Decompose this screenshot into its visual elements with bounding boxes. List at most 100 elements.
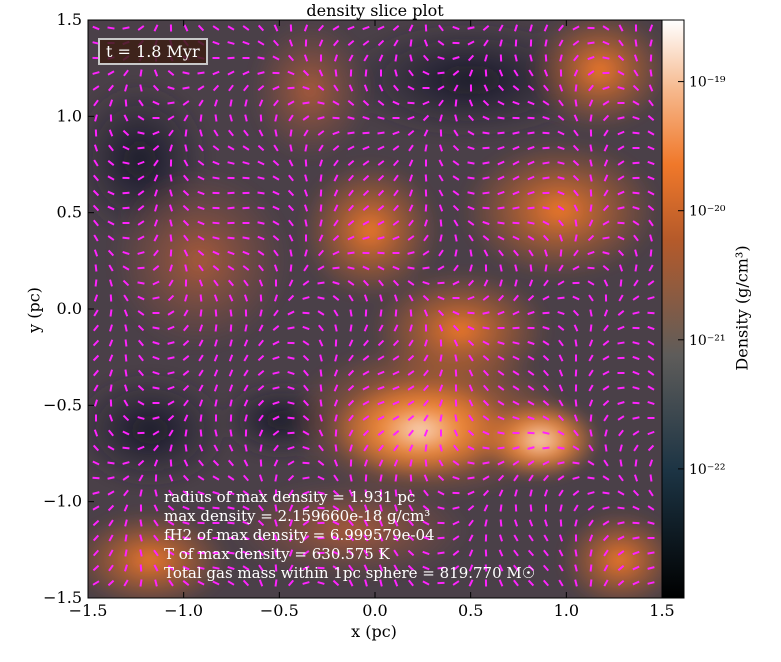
velocity-arrow <box>302 354 310 362</box>
velocity-arrow <box>122 26 130 30</box>
velocity-arrow <box>107 445 115 451</box>
velocity-arrow <box>647 430 655 436</box>
velocity-arrow <box>542 326 550 330</box>
velocity-arrow <box>392 415 400 421</box>
velocity-arrow <box>542 460 550 466</box>
velocity-arrow <box>199 414 203 422</box>
velocity-arrow <box>304 159 308 167</box>
velocity-arrow <box>124 339 128 347</box>
velocity-arrow <box>317 249 325 257</box>
velocity-arrow <box>527 549 535 557</box>
velocity-arrow <box>557 205 565 211</box>
annotation-temperature: T of max density = 630.575 K <box>164 545 390 563</box>
velocity-arrow <box>212 221 220 225</box>
velocity-arrow <box>633 69 639 77</box>
velocity-arrow <box>287 356 295 360</box>
velocity-arrow <box>407 354 415 362</box>
velocity-arrow <box>439 414 443 422</box>
velocity-arrow <box>303 384 309 392</box>
velocity-arrow <box>572 295 580 301</box>
velocity-arrow <box>632 191 640 195</box>
velocity-arrow <box>617 506 625 510</box>
velocity-arrow <box>122 430 130 436</box>
velocity-arrow <box>377 355 385 361</box>
velocity-arrow <box>244 414 248 422</box>
velocity-arrow <box>197 475 205 481</box>
velocity-arrow <box>602 534 610 542</box>
velocity-arrow <box>183 24 189 32</box>
velocity-arrow <box>632 505 640 511</box>
velocity-arrow <box>242 250 250 256</box>
velocity-arrow <box>632 430 640 436</box>
velocity-arrow <box>633 444 639 452</box>
velocity-arrow <box>347 251 355 255</box>
velocity-arrow <box>467 490 475 496</box>
velocity-arrow <box>632 550 640 556</box>
velocity-arrow <box>303 204 309 212</box>
velocity-arrow <box>198 99 204 107</box>
velocity-arrow <box>467 476 475 480</box>
velocity-arrow <box>137 445 145 451</box>
velocity-arrow <box>333 474 339 482</box>
velocity-arrow <box>349 444 353 452</box>
velocity-arrow <box>574 399 578 407</box>
velocity-arrow <box>198 459 204 467</box>
velocity-arrow <box>542 131 550 135</box>
velocity-arrow <box>197 249 205 257</box>
velocity-arrow <box>169 189 173 197</box>
velocity-arrow <box>154 204 158 212</box>
velocity-arrow <box>438 369 444 377</box>
velocity-arrow <box>288 234 294 242</box>
velocity-arrow <box>137 459 145 467</box>
velocity-arrow <box>437 85 445 91</box>
y-tick-label: −0.5 <box>43 395 82 414</box>
velocity-arrow <box>542 446 550 450</box>
velocity-arrow <box>482 461 490 465</box>
velocity-arrow <box>167 294 175 302</box>
velocity-arrow <box>574 219 578 227</box>
velocity-arrow <box>468 564 474 572</box>
velocity-arrow <box>152 144 160 152</box>
velocity-arrow <box>302 430 310 436</box>
velocity-arrow <box>93 99 99 107</box>
velocity-arrow <box>572 476 580 480</box>
velocity-arrow <box>497 235 505 241</box>
velocity-arrow <box>274 534 278 542</box>
velocity-arrow <box>407 370 415 376</box>
velocity-arrow <box>542 220 550 226</box>
velocity-arrow <box>94 279 98 287</box>
velocity-arrow <box>242 579 250 587</box>
velocity-arrow <box>602 506 610 510</box>
velocity-arrow <box>589 309 593 317</box>
velocity-arrow <box>497 206 505 210</box>
velocity-arrow <box>454 114 458 122</box>
velocity-arrow <box>558 219 564 227</box>
x-tick-label: −1.0 <box>164 601 203 620</box>
velocity-arrow <box>289 129 293 137</box>
velocity-arrow <box>439 234 443 242</box>
velocity-arrow <box>633 54 639 62</box>
velocity-arrow <box>302 369 310 377</box>
velocity-arrow <box>197 235 205 241</box>
velocity-arrow <box>407 251 415 255</box>
velocity-arrow <box>543 69 549 77</box>
velocity-arrow <box>527 100 535 106</box>
velocity-arrow <box>392 220 400 226</box>
velocity-arrow <box>92 174 100 182</box>
velocity-arrow <box>287 204 295 212</box>
y-tick-label: 0.0 <box>57 299 82 318</box>
velocity-arrow <box>377 39 385 47</box>
velocity-arrow <box>452 565 460 571</box>
velocity-arrow <box>603 549 609 557</box>
velocity-arrow <box>92 549 100 557</box>
velocity-arrow <box>302 535 310 541</box>
velocity-arrow <box>499 519 503 527</box>
velocity-arrow <box>108 369 114 377</box>
velocity-arrow <box>332 250 340 256</box>
velocity-arrow <box>182 551 190 555</box>
velocity-arrow <box>244 324 248 332</box>
velocity-arrow <box>332 505 340 511</box>
velocity-arrow <box>334 429 338 437</box>
velocity-arrow <box>107 205 115 211</box>
velocity-arrow <box>632 416 640 420</box>
